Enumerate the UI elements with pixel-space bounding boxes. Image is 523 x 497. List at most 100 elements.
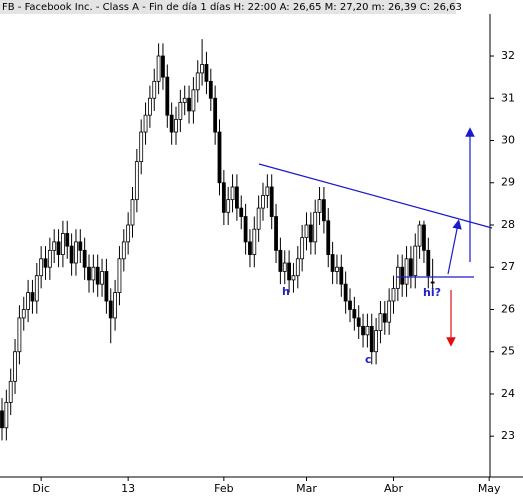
candle-body: [374, 330, 379, 353]
candle-body: [200, 64, 205, 74]
candle-body: [47, 249, 52, 268]
candle-body: [365, 325, 370, 336]
candle-body: [217, 131, 222, 184]
y-tick-label: 26: [501, 302, 515, 315]
candle-body: [17, 317, 22, 353]
candle-body: [330, 254, 335, 272]
candle-body: [91, 266, 96, 281]
candle-body: [65, 233, 70, 247]
candle-body: [117, 258, 122, 293]
candle-body: [26, 292, 31, 310]
y-tick-label: 32: [501, 49, 515, 62]
y-tick-label: 25: [501, 345, 515, 358]
candle-body: [104, 271, 109, 302]
candle-body: [230, 186, 235, 201]
candle-body: [4, 402, 9, 429]
candle-body: [39, 258, 44, 277]
candle-body: [304, 224, 309, 239]
candle-body: [361, 325, 365, 336]
arrow-up: [447, 219, 462, 275]
candle-body: [356, 317, 361, 327]
annotation: c: [365, 353, 372, 366]
y-tick-label: 31: [501, 91, 515, 104]
candle-body: [391, 287, 396, 302]
candle-body: [382, 313, 387, 323]
candle-body: [417, 224, 422, 247]
candle-body: [108, 300, 113, 319]
candle-body: [261, 195, 265, 209]
candle-body: [400, 266, 405, 285]
candle-body: [274, 216, 278, 251]
candle-body: [348, 300, 352, 310]
candle-body: [265, 186, 270, 196]
y-tick-label: 23: [501, 429, 515, 442]
candle-body: [422, 224, 426, 251]
candle-body: [213, 97, 218, 133]
annotation: hi?: [423, 286, 441, 299]
x-tick-label: Dic: [32, 482, 50, 495]
candle-body: [256, 207, 261, 230]
candle-body: [121, 241, 126, 260]
candles: [0, 39, 435, 441]
candle-body: [413, 245, 418, 277]
candle-body: [174, 118, 178, 133]
candle-body: [426, 249, 431, 277]
candle-body: [165, 76, 170, 116]
candle-body: [208, 80, 213, 99]
candle-body: [243, 216, 248, 243]
candle-body: [130, 199, 135, 226]
candle-body: [87, 266, 91, 281]
candle-body: [8, 380, 13, 403]
candle-body: [295, 258, 300, 277]
y-tick-label: 29: [501, 176, 515, 189]
candle-body: [74, 241, 78, 264]
candle-body: [404, 258, 409, 285]
candle-body: [343, 283, 348, 302]
candle-body: [126, 224, 131, 243]
candle-body: [147, 97, 152, 116]
candle-body: [182, 97, 187, 103]
candle-body: [408, 258, 413, 277]
candle-body: [61, 233, 65, 255]
candle-body: [161, 55, 165, 78]
candle-body: [43, 258, 48, 268]
y-tick-label: 30: [501, 134, 515, 147]
x-tick-label: 13: [121, 482, 135, 495]
candle-body: [178, 102, 183, 120]
y-tick-label: 28: [501, 218, 515, 231]
candle-body: [113, 292, 117, 319]
candle-body: [287, 262, 292, 281]
annotation: h: [282, 285, 290, 298]
candle-body: [143, 114, 148, 133]
candle-body: [369, 325, 374, 353]
candle-body: [308, 224, 313, 243]
candle-body: [69, 245, 74, 264]
candle-body: [313, 211, 318, 243]
candle-body: [152, 80, 157, 99]
candle-body: [13, 351, 17, 382]
x-tick-label: May: [478, 482, 501, 495]
candle-body: [430, 281, 435, 284]
candle-body: [387, 300, 392, 323]
candle-body: [30, 292, 35, 302]
candle-body: [156, 55, 161, 82]
candle-body: [139, 131, 144, 163]
candle-body: [378, 313, 383, 331]
candle-body: [291, 275, 296, 281]
candle-body: [21, 309, 26, 319]
candle-body: [34, 275, 39, 302]
candle-body: [134, 161, 139, 201]
candle-body: [239, 207, 244, 217]
candle-body: [95, 266, 100, 285]
x-tick-label: Feb: [214, 482, 233, 495]
candle-body: [248, 241, 252, 255]
candle-body: [169, 114, 174, 133]
candle-body: [221, 182, 226, 213]
candle-body: [269, 186, 274, 217]
candle-body: [82, 249, 87, 268]
candle-body: [0, 410, 4, 429]
candle-body: [78, 241, 83, 251]
candle-body: [52, 241, 57, 251]
candle-body: [191, 89, 196, 112]
